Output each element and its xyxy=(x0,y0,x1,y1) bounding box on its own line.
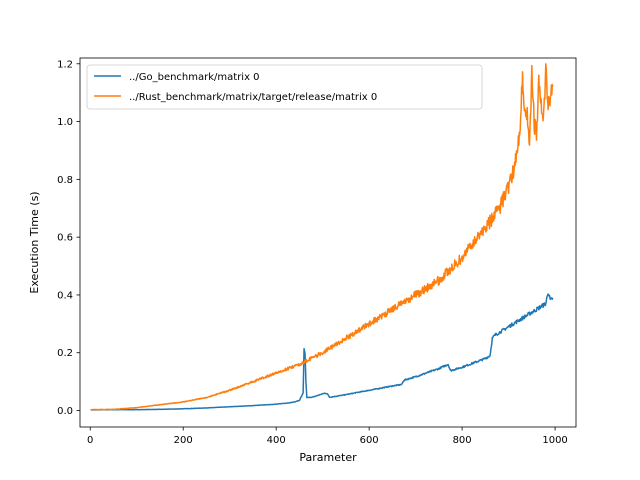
series-line-1 xyxy=(90,293,554,411)
y-tick-label: 0.4 xyxy=(57,290,73,301)
legend-entry-label: ../Rust_benchmark/matrix/target/release/… xyxy=(129,92,377,103)
x-tick-label: 0 xyxy=(87,435,93,446)
x-tick-label: 400 xyxy=(267,435,286,446)
x-tick-label: 1000 xyxy=(542,435,567,446)
y-tick-label: 0.8 xyxy=(57,175,73,186)
x-axis: 0 200 400 600 800 1000 xyxy=(87,427,568,446)
series-layer xyxy=(90,63,554,411)
series-line-2 xyxy=(90,63,554,411)
y-tick-label: 0.6 xyxy=(57,233,73,244)
x-tick-label: 600 xyxy=(360,435,379,446)
legend: ../Go_benchmark/matrix 0 ../Rust_benchmar… xyxy=(86,64,483,110)
x-axis-label: Parameter xyxy=(299,451,357,464)
y-tick-label: 0.2 xyxy=(57,348,73,359)
y-axis: 0.0 0.2 0.4 0.6 0.8 1.0 1.2 xyxy=(57,59,80,417)
legend-box xyxy=(86,64,483,110)
legend-entry-label: ../Go_benchmark/matrix 0 xyxy=(129,72,260,83)
y-tick-label: 1.0 xyxy=(57,117,73,128)
y-axis-label: Execution Time (s) xyxy=(28,191,41,293)
y-tick-label: 1.2 xyxy=(57,59,73,70)
x-tick-label: 200 xyxy=(174,435,193,446)
y-tick-label: 0.0 xyxy=(57,406,73,417)
x-tick-label: 800 xyxy=(453,435,472,446)
plot-frame xyxy=(79,57,577,428)
